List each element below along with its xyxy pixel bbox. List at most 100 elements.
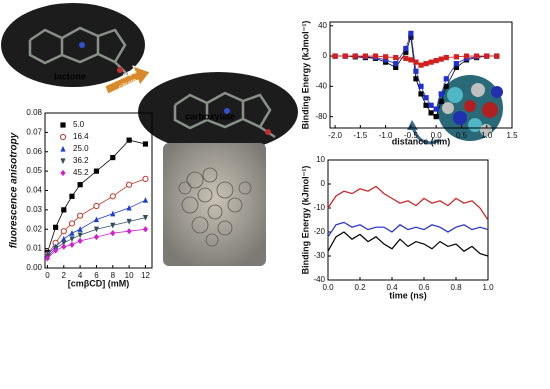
- x-tick-label: -1.5: [353, 131, 367, 140]
- stick-model: [28, 26, 276, 139]
- x-tick-label: 0.8: [450, 283, 462, 292]
- x-axis-title: time (ns): [389, 290, 427, 300]
- y-tick-label: 0.03: [26, 205, 42, 214]
- y-axis-title: fluorescence anisotropy: [9, 132, 20, 248]
- legend-marker: [60, 122, 66, 128]
- marker: [142, 175, 149, 182]
- marker: [423, 102, 429, 108]
- marker: [438, 98, 444, 105]
- marker: [126, 218, 132, 225]
- y-tick-label: 0: [323, 51, 328, 60]
- marker: [142, 197, 149, 203]
- marker: [61, 207, 67, 213]
- marker: [342, 53, 348, 59]
- marker: [393, 61, 399, 67]
- marker: [93, 168, 100, 174]
- molecule-illustrations: [1, 3, 298, 152]
- y-tick-label: -40: [315, 81, 327, 90]
- x-tick-label: -2.0: [328, 131, 342, 140]
- marker: [393, 64, 399, 71]
- marker: [126, 228, 132, 235]
- legend-label: 16.4: [73, 132, 89, 141]
- marker: [77, 226, 83, 232]
- marker: [443, 54, 449, 61]
- conversion-arrow: [104, 65, 151, 95]
- marker: [413, 68, 419, 74]
- x-axis-title: [cmβCD] (mM): [68, 278, 130, 288]
- x-tick-label: 1.5: [506, 131, 518, 140]
- x-tick-label: 1.0: [482, 283, 494, 292]
- marker: [474, 53, 480, 59]
- marker: [332, 53, 338, 59]
- x-tick-label: 10: [125, 271, 134, 280]
- y-tick-label: -40: [313, 275, 325, 284]
- marker: [418, 62, 424, 68]
- marker: [93, 202, 100, 210]
- marker: [77, 182, 83, 188]
- marker: [60, 228, 67, 235]
- x-tick-label: 4: [78, 271, 83, 280]
- marker: [433, 58, 439, 64]
- marker: [433, 114, 439, 120]
- series-line: [327, 221, 489, 238]
- marker: [68, 220, 76, 227]
- marker: [413, 59, 419, 65]
- marker: [443, 76, 449, 82]
- marker: [53, 247, 59, 254]
- y-tick-label: 0.00: [26, 263, 42, 272]
- x-axis-title: distance (nm): [392, 136, 451, 146]
- marker: [443, 83, 449, 89]
- marker: [438, 56, 444, 62]
- marker: [93, 216, 100, 223]
- y-tick-label: 40: [318, 21, 327, 30]
- marker: [109, 193, 116, 200]
- x-tick-label: -1.0: [379, 131, 393, 140]
- marker: [362, 53, 368, 59]
- legend-marker: [59, 133, 67, 141]
- y-tick-label: 0: [321, 179, 326, 188]
- marker: [61, 243, 67, 250]
- y-tick-label: -30: [313, 251, 325, 260]
- marker: [142, 141, 149, 147]
- marker: [408, 57, 414, 63]
- y-tick-label: -80: [315, 112, 327, 121]
- marker: [126, 204, 132, 211]
- x-tick-label: -0.5: [404, 131, 418, 140]
- marker: [93, 226, 100, 233]
- y-tick-label: 0.04: [26, 186, 42, 195]
- marker: [428, 102, 434, 108]
- x-tick-label: 2: [62, 271, 67, 280]
- marker: [428, 59, 434, 65]
- microscope-image: [163, 143, 266, 266]
- legend-label: 25.0: [73, 144, 89, 153]
- marker: [453, 64, 459, 71]
- y-tick-label: 0.08: [26, 108, 42, 117]
- x-tick-label: 8: [111, 271, 116, 280]
- protein-model: [407, 75, 503, 145]
- series-line: [327, 185, 489, 221]
- legend-marker: [60, 169, 66, 177]
- y-tick-label: -10: [313, 203, 325, 212]
- marker: [110, 222, 116, 229]
- legend-label: 5.0: [73, 120, 85, 129]
- x-tick-label: 0.0: [322, 283, 334, 292]
- marker: [428, 110, 434, 116]
- marker: [77, 212, 84, 219]
- y-tick-label: 0.06: [26, 147, 42, 156]
- x-tick-label: 6: [94, 271, 99, 280]
- marker: [423, 61, 429, 67]
- y-axis-title: Binding Energy (kJmol⁻¹): [300, 166, 310, 275]
- marker: [453, 54, 459, 60]
- x-tick-label: 0.5: [456, 131, 468, 140]
- x-tick-label: 1.0: [481, 131, 493, 140]
- y-tick-label: 0.05: [26, 166, 42, 175]
- marker: [408, 34, 414, 40]
- y-tick-label: 0.07: [26, 127, 42, 136]
- marker: [77, 232, 83, 239]
- y-tick-label: -20: [313, 227, 325, 236]
- marker: [372, 53, 379, 59]
- marker: [408, 30, 414, 36]
- legend-marker: [60, 145, 66, 152]
- marker: [403, 45, 409, 52]
